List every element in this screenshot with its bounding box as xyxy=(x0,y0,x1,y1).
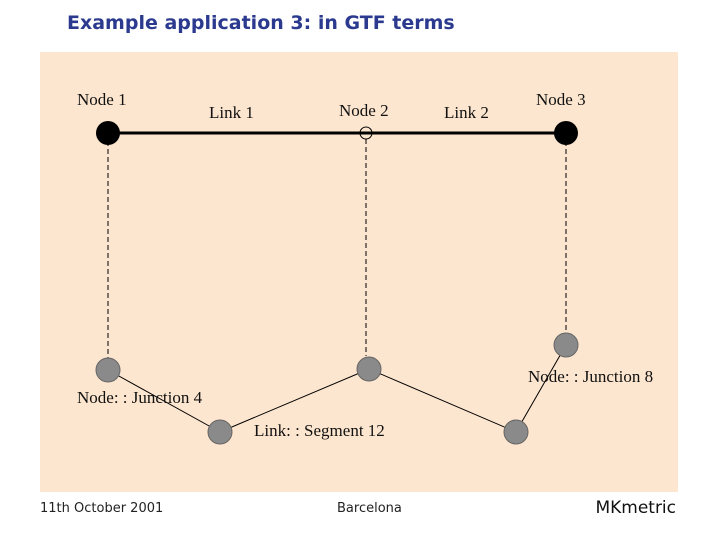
segment-line-c xyxy=(368,368,517,433)
node-3-point xyxy=(554,121,578,145)
footer-location: Barcelona xyxy=(337,501,402,516)
label-link-1: Link 1 xyxy=(209,103,254,122)
node-2-point xyxy=(359,126,373,140)
junction-point-right xyxy=(553,332,579,358)
junction-point-bottom-right xyxy=(503,419,529,445)
segment-line-a xyxy=(107,369,221,433)
junction-point-left xyxy=(95,357,121,383)
node-1-point xyxy=(96,121,120,145)
label-segment-12: Link: : Segment 12 xyxy=(254,421,385,440)
slide-title: Example application 3: in GTF terms xyxy=(67,12,455,34)
label-link-2: Link 2 xyxy=(444,103,489,122)
junction-point-bottom-left xyxy=(207,419,233,445)
segment-line-b xyxy=(219,368,370,433)
label-node-3: Node 3 xyxy=(536,90,586,109)
footer-date: 11th October 2001 xyxy=(40,501,164,516)
label-node-1: Node 1 xyxy=(77,90,127,109)
brand-logo: MKmetric xyxy=(595,498,676,518)
label-junction-8: Node: : Junction 8 xyxy=(528,367,654,386)
segment-line-d xyxy=(515,344,567,433)
label-node-2: Node 2 xyxy=(339,101,389,120)
junction-point-mid-top xyxy=(356,356,382,382)
label-junction-4: Node: : Junction 4 xyxy=(77,388,203,407)
